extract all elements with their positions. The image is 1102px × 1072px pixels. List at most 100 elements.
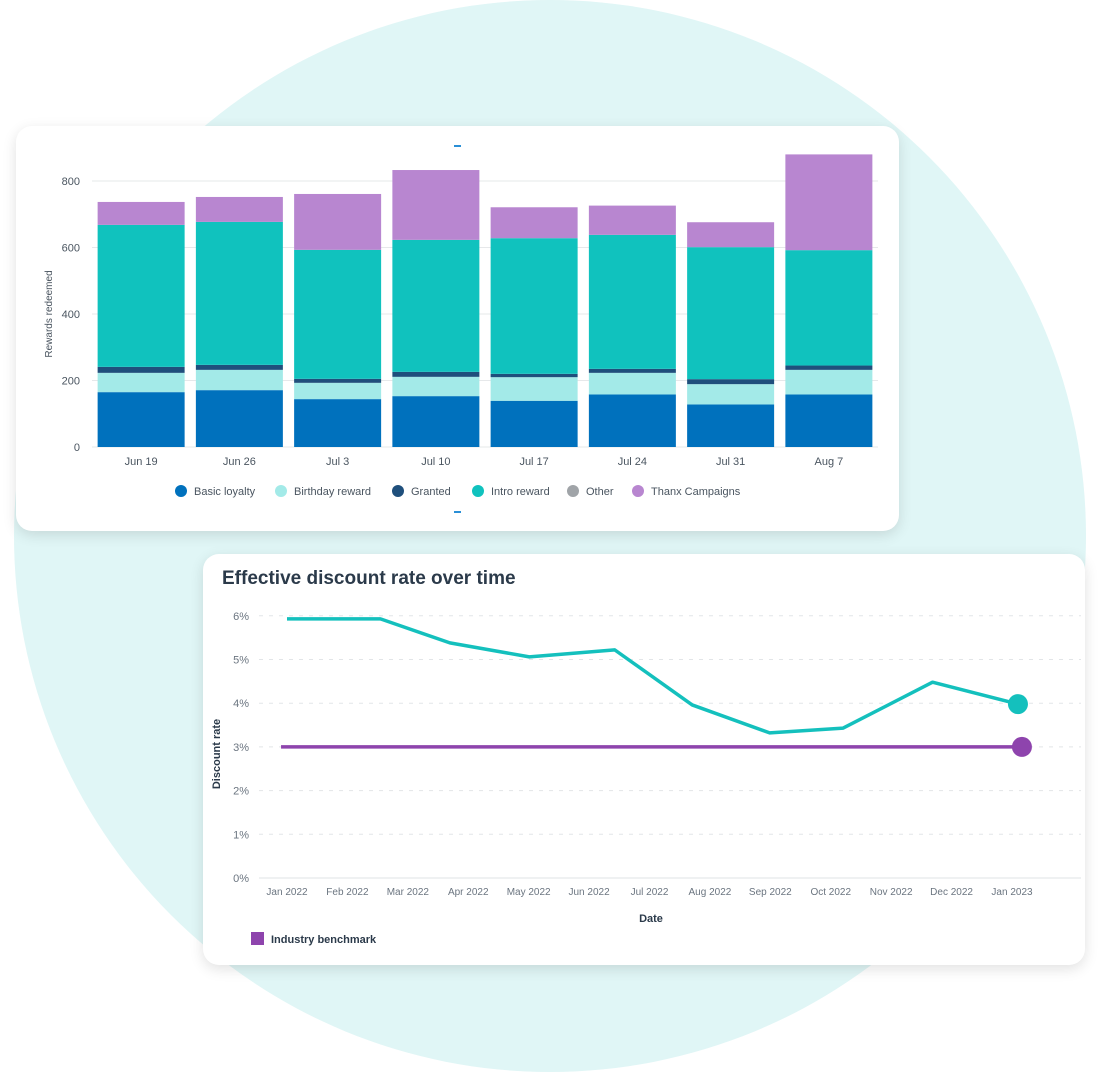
bar-segment-thanx-campaigns	[392, 170, 480, 240]
x-tick-label: Jul 17	[519, 456, 548, 468]
bar-segment-thanx-campaigns	[294, 193, 382, 250]
chart-title: Effective discount rate over time	[222, 568, 516, 589]
x-tick-label: Jun 19	[125, 456, 158, 468]
y-tick-label: 2%	[233, 786, 249, 798]
x-tick-label: Jul 2022	[631, 887, 669, 898]
bar-segment-granted	[785, 365, 873, 370]
bar-segment-granted	[195, 364, 283, 370]
x-tick-label: Sep 2022	[749, 887, 792, 898]
x-tick-label: Dec 2022	[930, 887, 973, 898]
legend-marker	[392, 485, 404, 497]
legend-marker	[567, 485, 579, 497]
bar-segment-basic-loyalty	[785, 394, 873, 447]
bottom-scroll-indicator	[454, 511, 461, 513]
bar-segment-basic-loyalty	[392, 396, 480, 447]
bar-segment-thanx-campaigns	[97, 201, 185, 225]
x-tick-label: Jan 2023	[991, 887, 1033, 898]
bar-segment-birthday-reward	[687, 384, 775, 405]
bar-segment-intro-reward	[97, 224, 185, 367]
y-tick-label: 5%	[233, 655, 249, 667]
bar-segment-birthday-reward	[785, 369, 873, 395]
legend-label: Other	[586, 486, 614, 498]
x-tick-label: Aug 7	[815, 456, 844, 468]
x-tick-label: Jul 31	[716, 456, 745, 468]
legend-marker	[275, 485, 287, 497]
bar-segment-birthday-reward	[392, 376, 480, 397]
bar-segment-basic-loyalty	[294, 399, 382, 447]
bar-segment-intro-reward	[687, 247, 775, 380]
discount-rate-line-end-marker	[1007, 694, 1028, 715]
bar-segment-thanx-campaigns	[490, 207, 578, 239]
bar-segment-granted	[294, 378, 382, 383]
y-tick-label: 6%	[233, 611, 249, 623]
discount-rate-line-chart: 0% 1% 2% 3% 4% 5% 6% Jan 2022 Feb 2022 Mar 2022 Ap…	[211, 611, 1081, 946]
legend-label: Granted	[411, 486, 451, 498]
y-tick-label: 0	[74, 442, 80, 454]
x-tick-label: Jul 10	[421, 456, 450, 468]
bar-segment-intro-reward	[195, 221, 283, 365]
bar-segment-granted	[588, 368, 676, 373]
x-tick-label: May 2022	[507, 887, 551, 898]
bar-segment-thanx-campaigns	[195, 196, 283, 222]
legend-label: Intro reward	[491, 486, 550, 498]
legend-marker	[175, 485, 187, 497]
y-tick-label: 0%	[233, 873, 249, 885]
top-scroll-indicator	[454, 145, 461, 147]
y-tick-label: 600	[62, 243, 80, 255]
bar-segment-intro-reward	[588, 234, 676, 369]
x-tick-label: Jan 2022	[266, 887, 308, 898]
bar-segment-intro-reward	[392, 239, 480, 372]
rewards-redeemed-card: 0 200 400 600 800 Rewards redeemed Jun 19 Jun 2…	[16, 126, 899, 531]
bar-segment-thanx-campaigns	[785, 154, 873, 251]
y-axis-label: Rewards redeemed	[44, 270, 55, 357]
legend-marker	[632, 485, 644, 497]
y-tick-label: 400	[62, 309, 80, 321]
bar-segment-granted	[392, 371, 480, 377]
bar-segment-basic-loyalty	[687, 404, 775, 447]
rewards-bar-chart: 0 200 400 600 800 Rewards redeemed Jun 19 Jun 2…	[44, 154, 878, 498]
bar-segment-granted	[687, 379, 775, 385]
bar-segment-thanx-campaigns	[588, 205, 676, 235]
bar-segment-basic-loyalty	[195, 390, 283, 447]
bar-segment-birthday-reward	[195, 369, 283, 391]
bar-segment-basic-loyalty	[97, 392, 185, 447]
x-tick-label: Jun 26	[223, 456, 256, 468]
x-axis-label: Date	[639, 913, 663, 925]
legend-label: Industry benchmark	[271, 934, 377, 946]
bar-segment-intro-reward	[785, 250, 873, 366]
bar-segment-thanx-campaigns	[687, 222, 775, 248]
bar-segment-granted	[97, 366, 185, 373]
y-tick-label: 800	[62, 176, 80, 188]
y-tick-label: 4%	[233, 698, 249, 710]
x-tick-label: Oct 2022	[810, 887, 851, 898]
legend-marker	[251, 932, 264, 945]
bar-segment-birthday-reward	[588, 372, 676, 395]
legend-label: Thanx Campaigns	[651, 486, 741, 498]
x-tick-label: Feb 2022	[326, 887, 369, 898]
legend-marker	[472, 485, 484, 497]
discount-rate-card: 0% 1% 2% 3% 4% 5% 6% Jan 2022 Feb 2022 Mar 2022 Ap…	[203, 554, 1085, 965]
x-tick-label: Jun 2022	[569, 887, 611, 898]
x-tick-label: Jul 3	[326, 456, 349, 468]
x-tick-label: Mar 2022	[387, 887, 430, 898]
bar-segment-birthday-reward	[294, 382, 382, 400]
x-tick-label: Aug 2022	[689, 887, 732, 898]
bar-segment-basic-loyalty	[588, 394, 676, 447]
bar-segment-basic-loyalty	[490, 400, 578, 447]
y-tick-label: 200	[62, 376, 80, 388]
discount-rate-line	[287, 617, 1019, 735]
x-tick-label: Jul 24	[618, 456, 647, 468]
bar-segment-intro-reward	[294, 249, 382, 379]
bar-segment-intro-reward	[490, 238, 578, 374]
y-axis-label: Discount rate	[211, 719, 223, 789]
x-tick-label: Apr 2022	[448, 887, 489, 898]
y-tick-label: 3%	[233, 742, 249, 754]
benchmark-line-end-marker	[1011, 736, 1032, 757]
legend-label: Basic loyalty	[194, 486, 256, 498]
legend-label: Birthday reward	[294, 486, 371, 498]
x-tick-label: Nov 2022	[870, 887, 913, 898]
y-tick-label: 1%	[233, 829, 249, 841]
bar-segment-granted	[490, 373, 578, 378]
bar-segment-birthday-reward	[97, 372, 185, 393]
bar-segment-birthday-reward	[490, 377, 578, 401]
